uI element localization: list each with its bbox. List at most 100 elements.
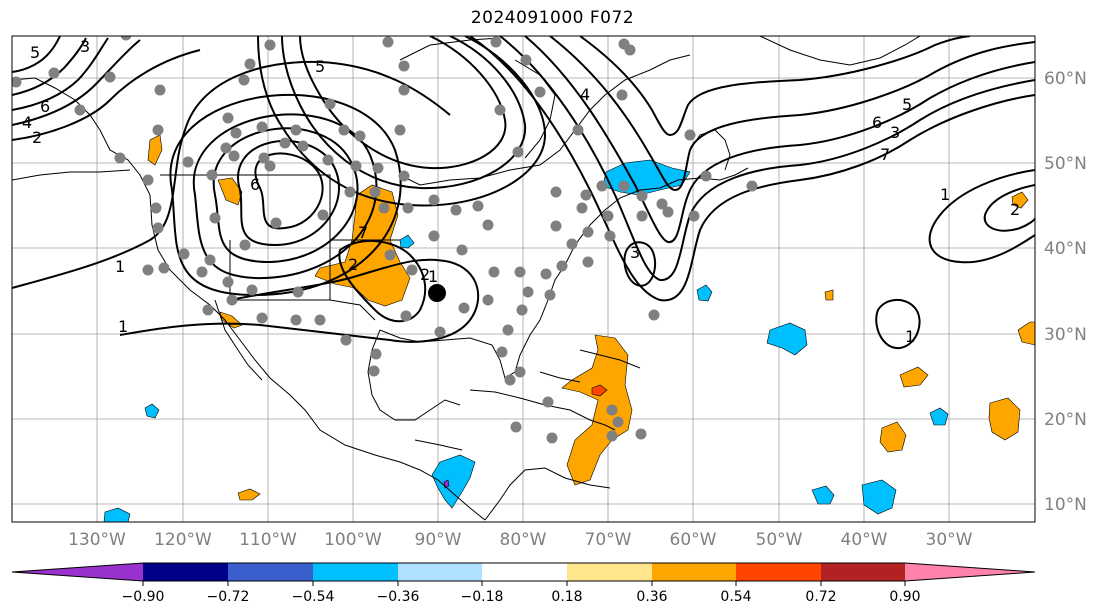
station-marker bbox=[290, 314, 302, 326]
contour-label: 6 bbox=[872, 113, 882, 132]
contour-label: 3 bbox=[80, 37, 90, 56]
blue-area-south bbox=[103, 507, 131, 522]
colorbar-segment bbox=[482, 563, 567, 581]
blue-area-west bbox=[144, 403, 160, 419]
station-marker bbox=[220, 142, 232, 154]
lat-label: 30°N bbox=[1044, 325, 1087, 345]
station-marker bbox=[222, 112, 234, 124]
station-marker bbox=[12, 76, 22, 88]
colorbar-tick-label: 0.54 bbox=[720, 589, 751, 605]
contour-label: 4 bbox=[580, 85, 590, 104]
station-marker bbox=[340, 334, 352, 346]
blue-area-atlantic-5 bbox=[929, 407, 949, 426]
station-marker bbox=[258, 152, 270, 164]
orange-area-east bbox=[824, 289, 834, 301]
station-marker bbox=[222, 276, 234, 288]
station-marker bbox=[314, 314, 326, 326]
colorbar-segment bbox=[736, 563, 821, 581]
station-marker bbox=[482, 219, 494, 231]
station-marker bbox=[196, 266, 208, 278]
station-marker bbox=[152, 222, 164, 234]
station-marker bbox=[178, 248, 190, 260]
orange-area-pacific-nw bbox=[147, 134, 163, 166]
station-marker bbox=[370, 348, 382, 360]
station-marker bbox=[662, 206, 674, 218]
lat-label: 20°N bbox=[1044, 410, 1087, 430]
station-marker bbox=[256, 312, 268, 324]
station-marker bbox=[606, 430, 618, 442]
station-marker bbox=[596, 180, 608, 192]
station-marker bbox=[700, 170, 712, 182]
station-marker bbox=[510, 421, 522, 433]
map-background bbox=[12, 36, 1035, 522]
station-marker bbox=[428, 194, 440, 206]
station-marker bbox=[612, 416, 624, 428]
station-marker bbox=[350, 160, 362, 172]
station-marker bbox=[322, 154, 334, 166]
station-marker bbox=[458, 302, 470, 314]
colorbar-segment bbox=[821, 563, 905, 581]
latitude-labels: 60°N 50°N 40°N 30°N 20°N 10°N bbox=[1044, 69, 1087, 515]
station-marker bbox=[544, 289, 556, 301]
station-marker bbox=[182, 156, 194, 168]
colorbar-tick-label: 0.72 bbox=[805, 589, 836, 605]
station-marker bbox=[546, 432, 558, 444]
contour-labels: 3 5 4 2 6 1 5 7 6 1 2 1 2 3 1 3 7 6 5 4 … bbox=[22, 37, 1020, 346]
blue-area-atlantic-2 bbox=[861, 479, 897, 515]
station-marker bbox=[398, 84, 410, 96]
contour-label: 7 bbox=[880, 145, 890, 164]
contour-5-east bbox=[524, 36, 1035, 243]
station-marker bbox=[394, 124, 406, 136]
blue-area-atlantic-1 bbox=[766, 322, 808, 356]
contour-label: 6 bbox=[250, 175, 260, 194]
storm-center-marker bbox=[428, 284, 446, 302]
station-marker bbox=[238, 74, 250, 86]
colorbar-segment bbox=[143, 563, 228, 581]
contour-6-east bbox=[549, 36, 1035, 192]
station-marker bbox=[246, 284, 258, 296]
station-marker bbox=[502, 324, 514, 336]
station-marker bbox=[154, 84, 166, 96]
station-marker bbox=[656, 198, 668, 210]
station-marker bbox=[618, 180, 630, 192]
longitude-labels: 130°W 120°W 110°W 100°W 90°W 80°W 70°W 6… bbox=[68, 530, 973, 550]
station-marker bbox=[556, 260, 568, 272]
station-marker bbox=[382, 36, 394, 48]
station-marker bbox=[338, 124, 350, 136]
map-title: 2024091000 F072 bbox=[470, 8, 635, 28]
station-marker bbox=[566, 238, 578, 250]
station-marker bbox=[512, 146, 524, 158]
station-marker bbox=[244, 58, 256, 70]
contour-7-north bbox=[299, 36, 507, 170]
contour-low-west-3 bbox=[212, 127, 359, 264]
station-marker bbox=[434, 326, 446, 338]
station-marker bbox=[550, 220, 562, 232]
contour-label: 4 bbox=[22, 113, 32, 132]
station-marker bbox=[522, 286, 534, 298]
lon-label: 50°W bbox=[756, 530, 803, 550]
station-marker bbox=[490, 36, 502, 48]
station-marker bbox=[582, 256, 594, 268]
station-marker bbox=[398, 60, 410, 72]
station-marker bbox=[572, 124, 584, 136]
lon-label: 110°W bbox=[239, 530, 297, 550]
contour-label: 2 bbox=[348, 255, 358, 274]
contour-label: 7 bbox=[358, 223, 368, 242]
station-marker bbox=[648, 309, 660, 321]
station-marker bbox=[372, 162, 384, 174]
station-marker bbox=[158, 262, 170, 274]
station-marker bbox=[317, 209, 329, 221]
contours bbox=[12, 36, 1035, 350]
map-frame bbox=[11, 35, 1036, 523]
station-marker bbox=[264, 160, 276, 172]
station-marker bbox=[602, 210, 614, 222]
colorbar-extend-left bbox=[12, 563, 143, 581]
contour-label: 1 bbox=[905, 327, 915, 346]
contour-label: 1 bbox=[118, 317, 128, 336]
station-marker bbox=[496, 346, 508, 358]
colorbar-tick-label: 0.36 bbox=[636, 589, 667, 605]
colorbar-tick-label: −0.90 bbox=[122, 589, 165, 605]
station-marker bbox=[636, 190, 648, 202]
station-marker bbox=[230, 127, 242, 139]
